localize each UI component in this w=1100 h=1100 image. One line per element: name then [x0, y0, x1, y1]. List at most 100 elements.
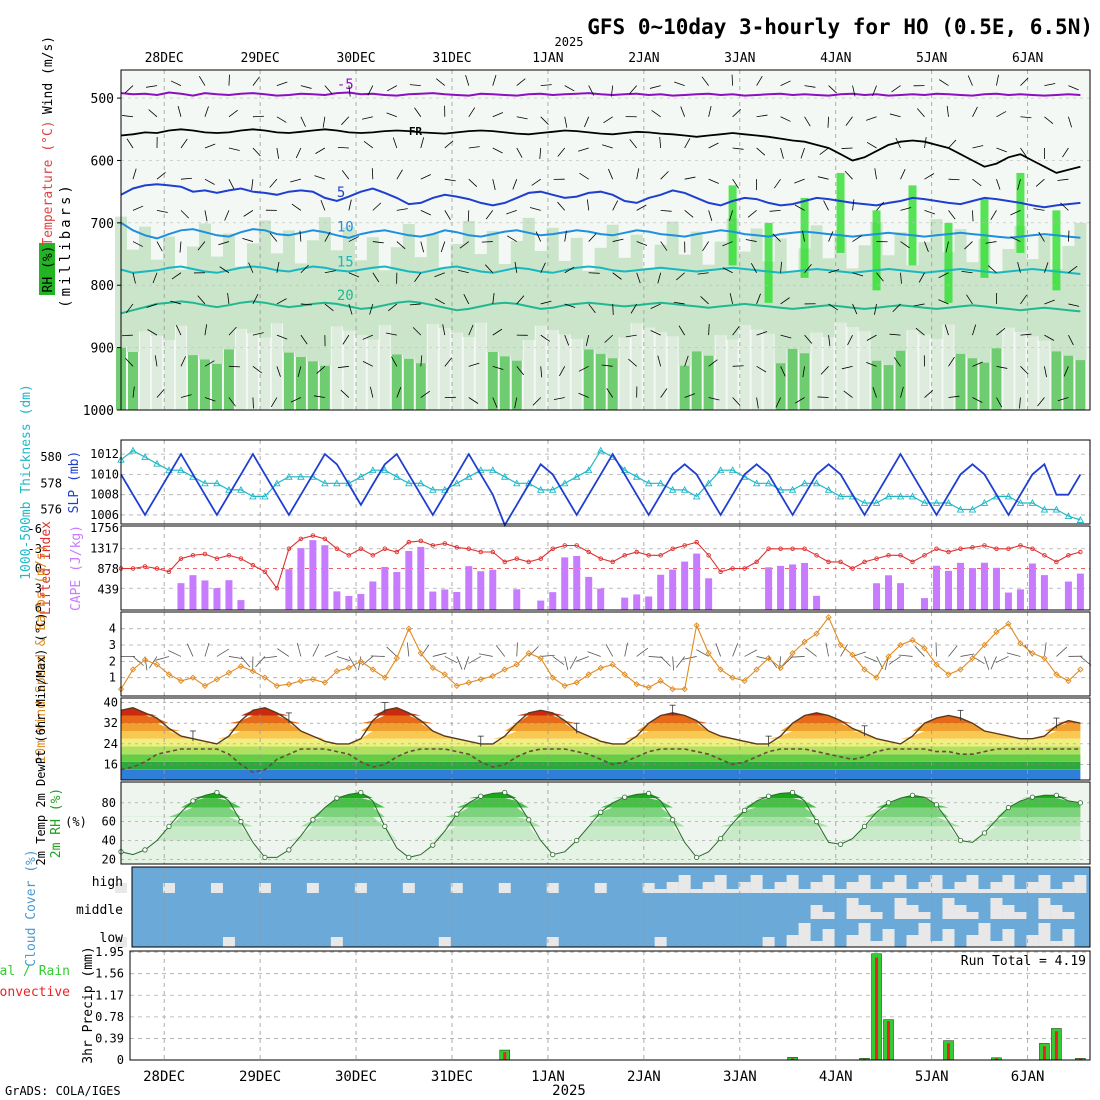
rh-shade-mid	[246, 243, 259, 334]
wind-barb	[780, 116, 791, 122]
wind-barb	[657, 355, 662, 367]
wind-point	[693, 622, 700, 629]
rh-shade-low	[355, 335, 366, 410]
thickness-point	[788, 485, 797, 493]
wind-barb	[1057, 178, 1069, 181]
cape-bar	[453, 591, 461, 610]
wind-barb	[516, 366, 524, 376]
li-point	[874, 556, 879, 561]
wind-barb	[539, 147, 542, 159]
wind-barb	[514, 261, 518, 273]
li-frame	[120, 525, 1091, 611]
cape-bar	[1004, 592, 1012, 610]
li-point	[166, 569, 172, 575]
wind-point	[873, 674, 880, 681]
wind-barb	[996, 147, 1007, 153]
wind-barb	[731, 74, 734, 86]
cape-bar	[980, 562, 988, 610]
cloud-high-bar	[402, 883, 415, 893]
wind-barb	[495, 645, 506, 657]
wind-barb	[348, 303, 353, 315]
rh-point	[694, 854, 700, 861]
thickness-point	[141, 453, 149, 461]
li-point	[202, 551, 208, 557]
cape-bar	[693, 553, 701, 610]
wind-barb	[841, 365, 853, 370]
date-label-bottom: 29DEC	[239, 1069, 281, 1085]
wind-barb	[324, 650, 338, 657]
wind-barb	[132, 656, 144, 666]
cape-bar	[477, 571, 485, 610]
wind-barb	[144, 656, 148, 671]
date-label-top: 28DEC	[145, 51, 184, 66]
cape-bar	[681, 561, 689, 610]
isotherm-label: 10	[337, 219, 354, 235]
rh-shade-low	[499, 356, 510, 410]
wind-barb	[756, 331, 768, 336]
wind-barb	[468, 397, 479, 404]
rh-shade-mid	[1074, 222, 1087, 361]
wind-barb	[204, 143, 216, 149]
wind-barb	[650, 303, 661, 309]
wind-barb	[893, 357, 901, 367]
thickness-point	[932, 499, 941, 506]
wind-barb	[532, 397, 542, 406]
wind-barb	[660, 171, 669, 180]
wind-barb	[252, 332, 264, 336]
li-point	[1030, 546, 1035, 552]
pressure-level-label: 900	[91, 342, 114, 357]
cape-bar	[621, 597, 629, 610]
rh-tick-label: 40	[102, 833, 116, 847]
rh-shade-low	[655, 332, 666, 410]
wind-point	[393, 654, 400, 662]
wind-barb	[312, 643, 320, 657]
cloud-low-bar	[918, 923, 931, 947]
wind-barb	[918, 272, 925, 283]
thickness-point	[560, 479, 569, 487]
rh-point	[310, 817, 316, 823]
temp-band	[121, 723, 1081, 731]
li-point	[802, 546, 807, 552]
wind-barb	[371, 168, 374, 180]
rh-tick-label: 60	[102, 815, 116, 829]
thickness-point	[980, 499, 989, 506]
wind-barb	[492, 292, 495, 304]
wind-point	[741, 677, 748, 685]
cape-bar	[645, 596, 653, 610]
wind-barb	[531, 178, 541, 186]
wind-barb	[876, 201, 885, 211]
rh-point	[1005, 804, 1012, 811]
wind-barb	[684, 355, 689, 367]
wind-point	[1005, 620, 1012, 627]
rh-point	[789, 789, 796, 796]
wind-ylabel: 10m Wind Speed & Barbs (m/s)	[34, 544, 49, 763]
wind-barb	[629, 139, 637, 149]
li-point	[430, 543, 436, 548]
wind-barb	[924, 209, 936, 215]
wind-barb	[1037, 397, 1045, 407]
wind-barb	[125, 358, 134, 367]
rh-shade-low	[211, 363, 222, 410]
isotherm-line	[120, 91, 1081, 97]
date-label-top: 6JAN	[1012, 51, 1043, 66]
li-point	[370, 553, 376, 558]
slp-ylabel: SLP (mb)	[67, 451, 82, 514]
cloud-high-bar	[642, 883, 655, 893]
rh-shade-mid	[990, 272, 1003, 349]
thickness-point	[836, 492, 845, 500]
thickness-point	[441, 485, 449, 493]
wind-barb	[817, 176, 829, 180]
thickness-point	[668, 485, 677, 493]
wind-barb	[964, 241, 973, 250]
precip-tick-label: 0	[117, 1053, 124, 1067]
wind-tick-label: 3	[109, 638, 116, 652]
rh-shade-mid	[474, 254, 487, 323]
rh-shade-low	[511, 360, 522, 410]
wind-barb	[900, 386, 904, 398]
wind-point	[705, 650, 712, 657]
rh-shade-low	[295, 356, 306, 410]
wind-barb	[243, 210, 254, 217]
wind-barb	[465, 74, 470, 86]
wind-point	[453, 682, 460, 689]
wind-barb	[132, 241, 143, 247]
